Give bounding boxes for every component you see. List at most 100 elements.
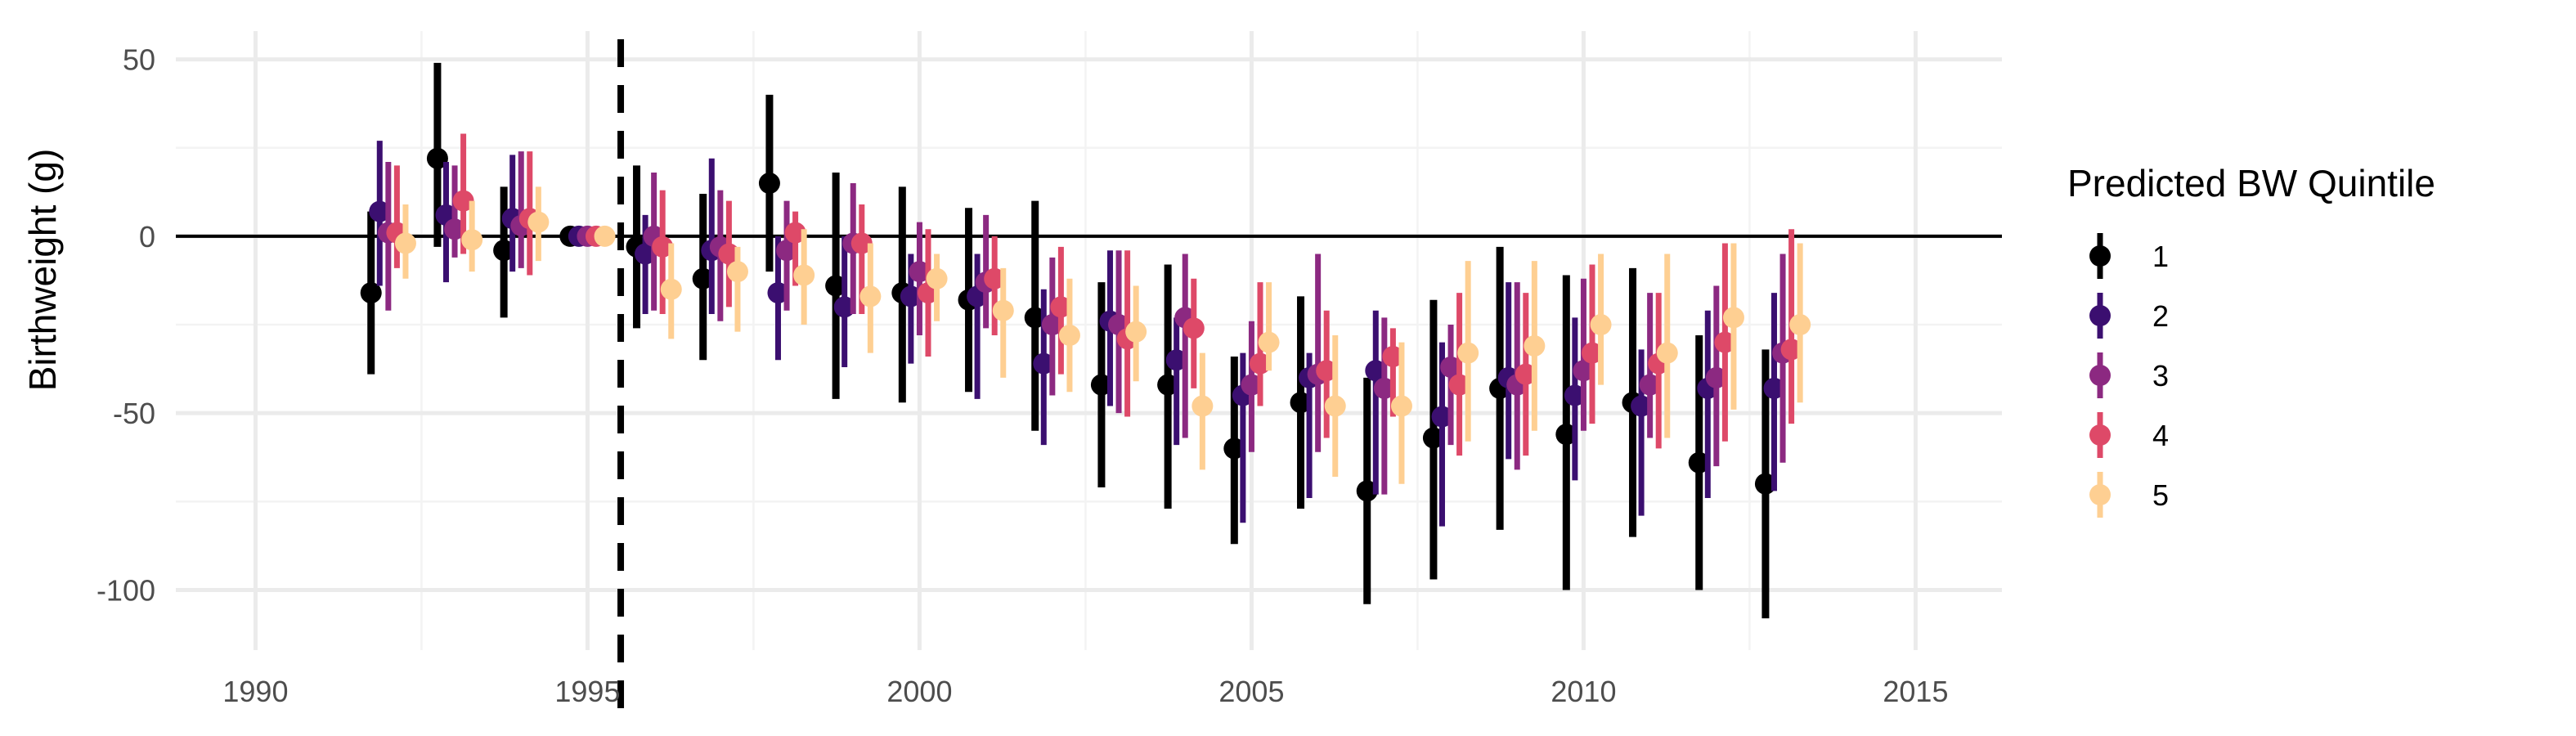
data-point [1515, 363, 1537, 385]
legend-title: Predicted BW Quintile [2067, 162, 2435, 204]
data-marks [360, 62, 1811, 619]
data-point [394, 232, 416, 254]
data-point [1457, 342, 1479, 364]
data-point [984, 267, 1006, 289]
data-point [652, 236, 674, 258]
data-point [426, 147, 448, 169]
legend: Predicted BW Quintile 1 2 3 4 5 [2067, 162, 2435, 518]
legend-key-point [2089, 245, 2111, 267]
data-point [859, 285, 882, 307]
data-point [926, 267, 948, 289]
data-point [369, 200, 391, 222]
data-point [1581, 342, 1603, 364]
data-point [776, 240, 798, 262]
data-point [1241, 374, 1263, 396]
data-point [1789, 314, 1811, 336]
data-point [1555, 424, 1577, 446]
data-point [1024, 307, 1046, 329]
legend-label: 1 [2152, 240, 2169, 273]
legend-key-point [2089, 484, 2111, 505]
x-tick-label: 2005 [1218, 675, 1284, 708]
data-point [594, 225, 616, 247]
data-point [793, 264, 815, 286]
legend-key-point [2089, 365, 2111, 386]
legend-item-5: 5 [2089, 472, 2169, 518]
data-point [900, 285, 922, 307]
legend-label: 2 [2152, 299, 2169, 333]
data-point [1356, 480, 1378, 502]
x-tick-label: 1995 [554, 675, 620, 708]
y-tick-label: -50 [113, 397, 155, 430]
legend-label: 3 [2152, 359, 2169, 393]
data-point [452, 190, 474, 212]
data-point [1041, 314, 1063, 336]
data-point [461, 229, 483, 251]
data-point [1780, 339, 1802, 361]
x-axis: 1990 1995 2000 2005 2010 2015 [222, 675, 1948, 708]
data-point [825, 275, 847, 297]
data-point [1090, 374, 1112, 396]
data-point [692, 267, 714, 289]
legend-item-1: 1 [2089, 233, 2169, 279]
y-tick-label: 50 [123, 43, 155, 77]
data-point [1058, 325, 1080, 347]
data-point [1324, 395, 1346, 417]
legend-key-point [2089, 305, 2111, 326]
data-point [1656, 342, 1678, 364]
legend-item-3: 3 [2089, 352, 2169, 398]
data-point [1223, 438, 1245, 460]
legend-item-4: 4 [2089, 412, 2169, 458]
reference-lines [176, 39, 2002, 724]
data-point [1590, 314, 1612, 336]
data-point [444, 218, 466, 240]
data-point [1564, 384, 1586, 406]
data-point [909, 261, 931, 283]
data-point [1373, 377, 1395, 399]
legend-label: 5 [2152, 478, 2169, 512]
x-tick-label: 2010 [1551, 675, 1616, 708]
data-point [1754, 473, 1776, 495]
data-point [1422, 427, 1444, 449]
data-point [1316, 360, 1338, 382]
data-point [1705, 366, 1727, 388]
data-point [1192, 395, 1214, 417]
data-point [1249, 352, 1271, 375]
series-2 [369, 141, 1785, 527]
data-point [784, 222, 806, 244]
data-point [1157, 374, 1179, 396]
data-point [1183, 317, 1205, 339]
data-point [1165, 349, 1187, 371]
y-tick-label: -100 [96, 573, 155, 607]
series-4 [386, 133, 1802, 456]
data-point [1639, 374, 1661, 396]
data-point [1382, 345, 1404, 367]
data-point [1033, 352, 1055, 375]
data-point [1440, 356, 1462, 378]
x-tick-label: 2000 [886, 675, 952, 708]
data-point [660, 278, 682, 300]
data-point [1763, 377, 1785, 399]
y-axis-title: Birthweight (g) [21, 149, 64, 392]
legend-item-2: 2 [2089, 293, 2169, 339]
data-point [1688, 451, 1710, 473]
x-tick-label: 2015 [1883, 675, 1948, 708]
data-point [1714, 331, 1736, 353]
x-tick-label: 1990 [222, 675, 288, 708]
y-tick-label: 0 [139, 220, 155, 254]
data-point [726, 261, 748, 283]
data-point [718, 243, 740, 265]
data-point [1390, 395, 1412, 417]
data-point [1431, 406, 1453, 428]
series-5 [394, 186, 1811, 484]
data-point [850, 232, 873, 254]
data-point [1050, 296, 1072, 318]
data-point [992, 299, 1014, 321]
data-point [758, 173, 780, 195]
data-point [635, 243, 657, 265]
data-point [1631, 395, 1653, 417]
data-point [493, 240, 515, 262]
y-axis: 50 0 -50 -100 [96, 43, 155, 608]
legend-label: 4 [2152, 419, 2169, 452]
data-point [1365, 360, 1387, 382]
data-point [527, 211, 550, 233]
